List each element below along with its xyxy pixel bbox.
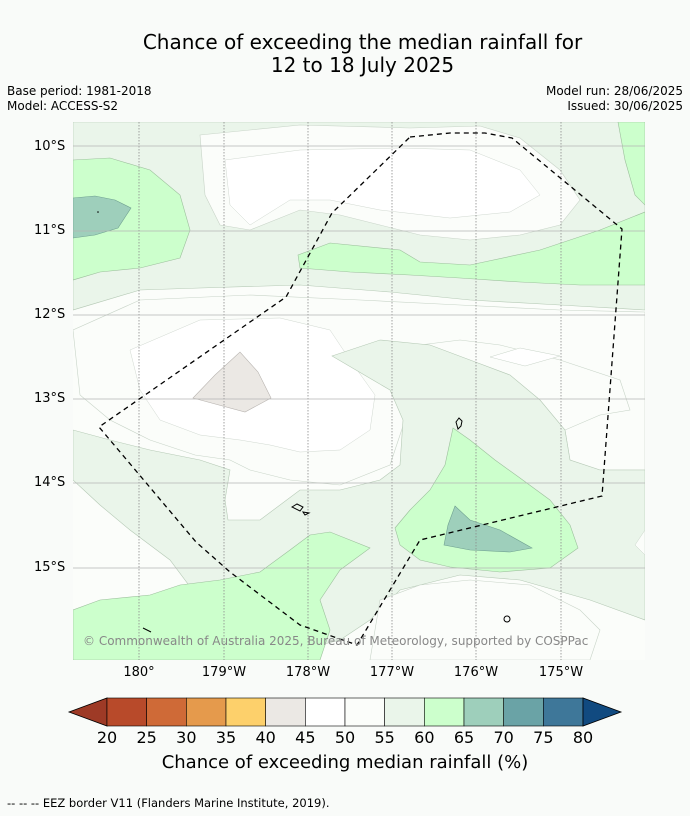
contour-65-70-west [73,195,132,239]
lat-label-13s: 13°S [34,391,66,406]
contour-60-65-ne [617,122,645,206]
colorbar-tick-label: 60 [414,728,435,747]
colorbar-bin [186,697,227,727]
colorbar-extend-low [67,697,108,727]
lon-label-179w: 179°W [201,665,247,680]
colorbar-tick-label: 55 [374,728,395,747]
colorbar-bin [265,697,306,727]
colorbar-bin [543,697,584,727]
contour-edge-south-east [634,529,645,556]
colorbar-extend-high [582,697,623,727]
lat-label-12s: 12°S [34,307,66,322]
colorbar [67,697,623,727]
contour-60-65-south-central [394,427,579,573]
colorbar-tick-label: 35 [215,728,237,747]
colorbar-tick-label: 75 [533,728,554,747]
map-title: Chance of exceeding the median rainfall … [0,31,690,77]
meta-right: Model run: 28/06/2025 Issued: 30/06/2025 [546,84,683,114]
island-wallis [455,417,463,430]
island-tiny-southwest [142,627,152,633]
colorbar-bin [463,697,504,727]
contour-60-65-southwest [73,531,371,660]
parallels [73,145,645,569]
colorbar-tick-label: 30 [176,728,197,747]
lon-label-175w: 175°W [538,665,584,680]
lat-label-10s: 10°S [34,139,66,154]
base-period: Base period: 1981-2018 [7,84,152,98]
contour-60-65-east-band [297,211,645,286]
colorbar-bin [424,697,465,727]
title-line-2: 12 to 18 July 2025 [270,53,455,77]
lon-label-178w: 178°W [285,665,331,680]
meta-left: Base period: 1981-2018 Model: ACCESS-S2 [7,84,152,114]
island-alofi [301,511,311,516]
colorbar-bin [106,697,147,727]
island-futuna [290,503,304,512]
map-area: © Commonwealth of Australia 2025, Bureau… [73,122,645,660]
lon-label-177w: 177°W [369,665,415,680]
colorbar-bin [344,697,385,727]
copyright-notice: © Commonwealth of Australia 2025, Bureau… [83,634,588,648]
colorbar-bin [384,697,425,727]
colorbar-bin [225,697,266,727]
colorbar-tick-label: 80 [572,728,594,747]
model-run: Model run: 28/06/2025 [545,84,683,98]
colorbar-bin [146,697,187,727]
colorbar-tick-label: 65 [453,728,475,747]
contour-45-50-north [224,147,541,226]
island-small-south [503,615,511,623]
colorbar-bin [305,697,346,727]
lat-label-11s: 11°S [34,223,66,238]
island-tiny-west [97,211,99,213]
colorbar-label: Chance of exceeding median rainfall (%) [161,752,529,773]
model-name: Model: ACCESS-S2 [7,99,119,113]
contour-40-45-patch [192,351,272,413]
contour-50-55-south [369,579,601,660]
contour-65-70-south-central [443,505,533,553]
contour-small-blob-east [489,347,561,367]
colorbar-tick-label: 50 [334,728,356,747]
contour-60-65-west [73,157,191,281]
eez-border [98,132,623,646]
colorbar-tick-label: 20 [96,728,118,747]
meridians [138,122,562,660]
colorbar-tick-label: 70 [493,728,514,747]
colorbar-bin [503,697,544,727]
colorbar-tick-label: 25 [136,728,157,747]
title-line-1: Chance of exceeding the median rainfall … [142,30,583,54]
colorbar-tick-label: 45 [295,728,316,747]
eez-footnote: -- -- -- EEZ border V11 (Flanders Marine… [7,796,330,810]
issued-date: Issued: 30/06/2025 [567,99,683,113]
lon-label-180: 180° [123,665,155,680]
colorbar-tick-label: 40 [255,728,276,747]
lat-label-14s: 14°S [34,475,66,490]
lat-label-15s: 15°S [34,560,66,575]
lon-label-176w: 176°W [453,665,499,680]
